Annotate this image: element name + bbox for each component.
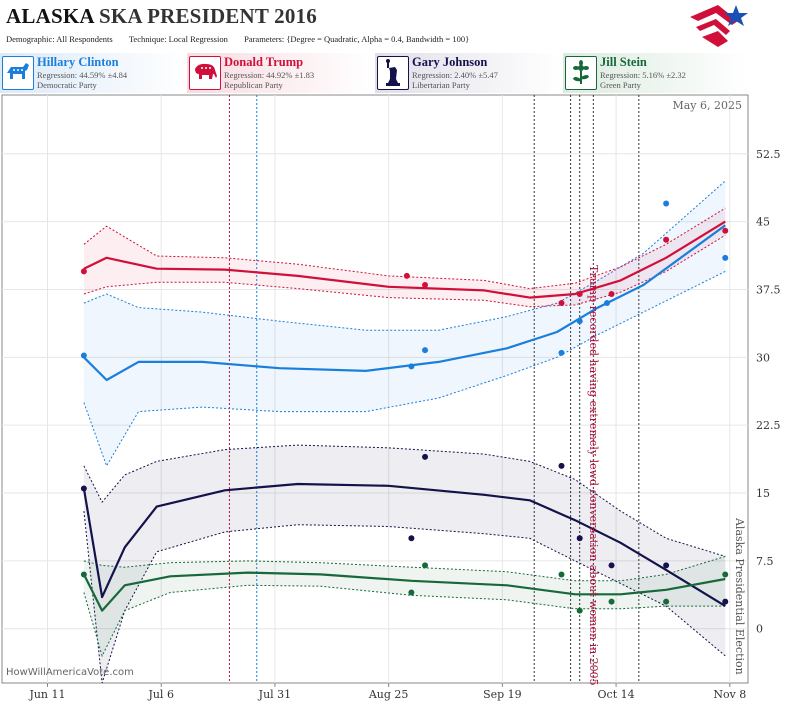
demographic-value: All Respondents [56,34,113,44]
y-tick-label: 15 [756,487,770,500]
demographic-label: Demographic: [6,34,55,44]
jill-stein-data-point [608,598,615,605]
hillary-clinton-upper-bound [83,180,726,331]
candidate-party: Democratic Party [37,80,97,90]
y-tick-label: 30 [756,351,770,364]
donald-trump-data-point [722,227,729,234]
gary-johnson-data-point [608,562,615,569]
parameters-line: Demographic: All Respondents Technique: … [6,34,469,44]
date-label: May 6, 2025 [672,99,742,112]
legend-item-clinton[interactable]: Hillary Clinton Regression: 44.59% ±4.84… [0,53,186,93]
donald-trump-data-point [608,291,615,298]
gary-johnson-data-point [722,598,729,605]
jill-stein-data-point [576,607,583,614]
gary-johnson-upper-bound [83,444,726,557]
candidate-legend: Hillary Clinton Regression: 44.59% ±4.84… [0,53,789,93]
candidate-regression: Regression: 5.16% ±2.32 [600,70,686,80]
x-tick-label: Nov 8 [713,688,746,701]
hillary-clinton-confidence-band [83,180,726,466]
y-tick-label: 45 [756,216,770,229]
candidate-party: Libertarian Party [412,80,470,90]
liberty-statue-icon [377,56,409,90]
donald-trump-data-point [576,291,583,298]
jill-stein-data-point [422,562,429,569]
candidate-name: Gary Johnson [412,55,488,69]
technique-value: Local Regression [168,34,228,44]
donald-trump-confidence-band [83,208,726,307]
donald-trump-data-point [422,281,429,288]
jill-stein-data-point [558,571,565,578]
donald-trump-lower-bound [83,234,726,308]
jill-stein-confidence-band [83,556,726,656]
gary-johnson-data-point [576,535,583,542]
hillary-clinton-data-point [722,254,729,261]
gary-johnson-data-point [80,485,87,492]
page-title: ALASKA SKA PRESIDENT 2016 [6,4,317,29]
jill-stein-data-point [663,598,670,605]
jill-stein-data-point [80,571,87,578]
x-tick-label: Oct 14 [598,688,635,701]
jill-stein-lower-bound [83,584,726,658]
hillary-clinton-data-point [603,300,610,307]
candidate-regression: Regression: 44.92% ±1.83 [224,70,315,80]
y-tick-label: 22.5 [756,419,781,432]
event-annotation: Trump recorded having extremely lewd con… [587,265,600,686]
candidate-regression: Regression: 44.59% ±4.84 [37,70,128,80]
x-tick-label: Aug 25 [368,688,409,701]
jill-stein-data-point [408,589,415,596]
x-tick-label: Jul 6 [147,688,174,701]
hillary-clinton-data-point [663,200,670,207]
legend-item-johnson[interactable]: Gary Johnson Regression: 2.40% ±5.47 Lib… [375,53,561,93]
candidate-party: Republican Party [224,80,283,90]
elephant-icon [189,56,221,90]
watermark: HowWillAmericaVote.com [6,667,134,678]
y-tick-label: 7.5 [756,555,774,568]
parameters-value: {Degree = Quadratic, Alpha = 0.4, Bandwi… [286,34,470,44]
hillary-clinton-data-point [422,347,429,354]
donald-trump-data-point [403,272,410,279]
gary-johnson-confidence-band [83,445,726,683]
jill-stein-upper-bound [83,555,726,582]
hillary-clinton-data-point [80,352,87,359]
donkey-icon [2,56,34,90]
title-state: ALASKA [6,4,94,28]
candidate-regression: Regression: 2.40% ±5.47 [412,70,498,80]
x-tick-label: Sep 19 [483,688,522,701]
candidate-name: Jill Stein [600,55,647,69]
legend-item-stein[interactable]: Jill Stein Regression: 5.16% ±2.32 Green… [563,53,749,93]
event-annotation: Alaska Presidential Election [733,517,746,675]
hillary-clinton-data-point [408,363,415,370]
candidate-name: Donald Trump [224,55,304,69]
donald-trump-trend-line [83,220,726,299]
gary-johnson-data-point [422,453,429,460]
jill-stein-trend-line [82,571,726,612]
donald-trump-data-point [80,268,87,275]
gary-johnson-data-point [663,562,670,569]
candidate-party: Green Party [600,80,641,90]
x-tick-label: Jun 11 [28,688,65,701]
candidate-name: Hillary Clinton [37,55,119,69]
gary-johnson-data-point [408,535,415,542]
technique-label: Technique: [128,34,167,44]
y-tick-label: 37.5 [756,283,781,296]
hillary-clinton-data-point [558,349,565,356]
gary-johnson-trend-line [82,482,726,608]
parameters-label: Parameters: [244,34,285,44]
donald-trump-data-point [663,236,670,243]
hillary-clinton-data-point [576,318,583,325]
legend-item-trump[interactable]: Donald Trump Regression: 44.92% ±1.83 Re… [187,53,373,93]
donald-trump-upper-bound [83,207,726,290]
star-flag-logo-icon[interactable] [688,3,750,49]
x-tick-label: Jul 31 [258,688,292,701]
y-tick-label: 0 [756,623,763,636]
donald-trump-data-point [558,300,565,307]
chart-header: ALASKA SKA PRESIDENT 2016 Demographic: A… [0,0,789,50]
y-tick-label: 52.5 [756,148,781,161]
jill-stein-data-point [722,571,729,578]
title-race: SKA PRESIDENT 2016 [99,4,317,28]
gary-johnson-data-point [558,462,565,469]
leaf-flower-icon [565,56,597,90]
hillary-clinton-lower-bound [83,270,726,468]
